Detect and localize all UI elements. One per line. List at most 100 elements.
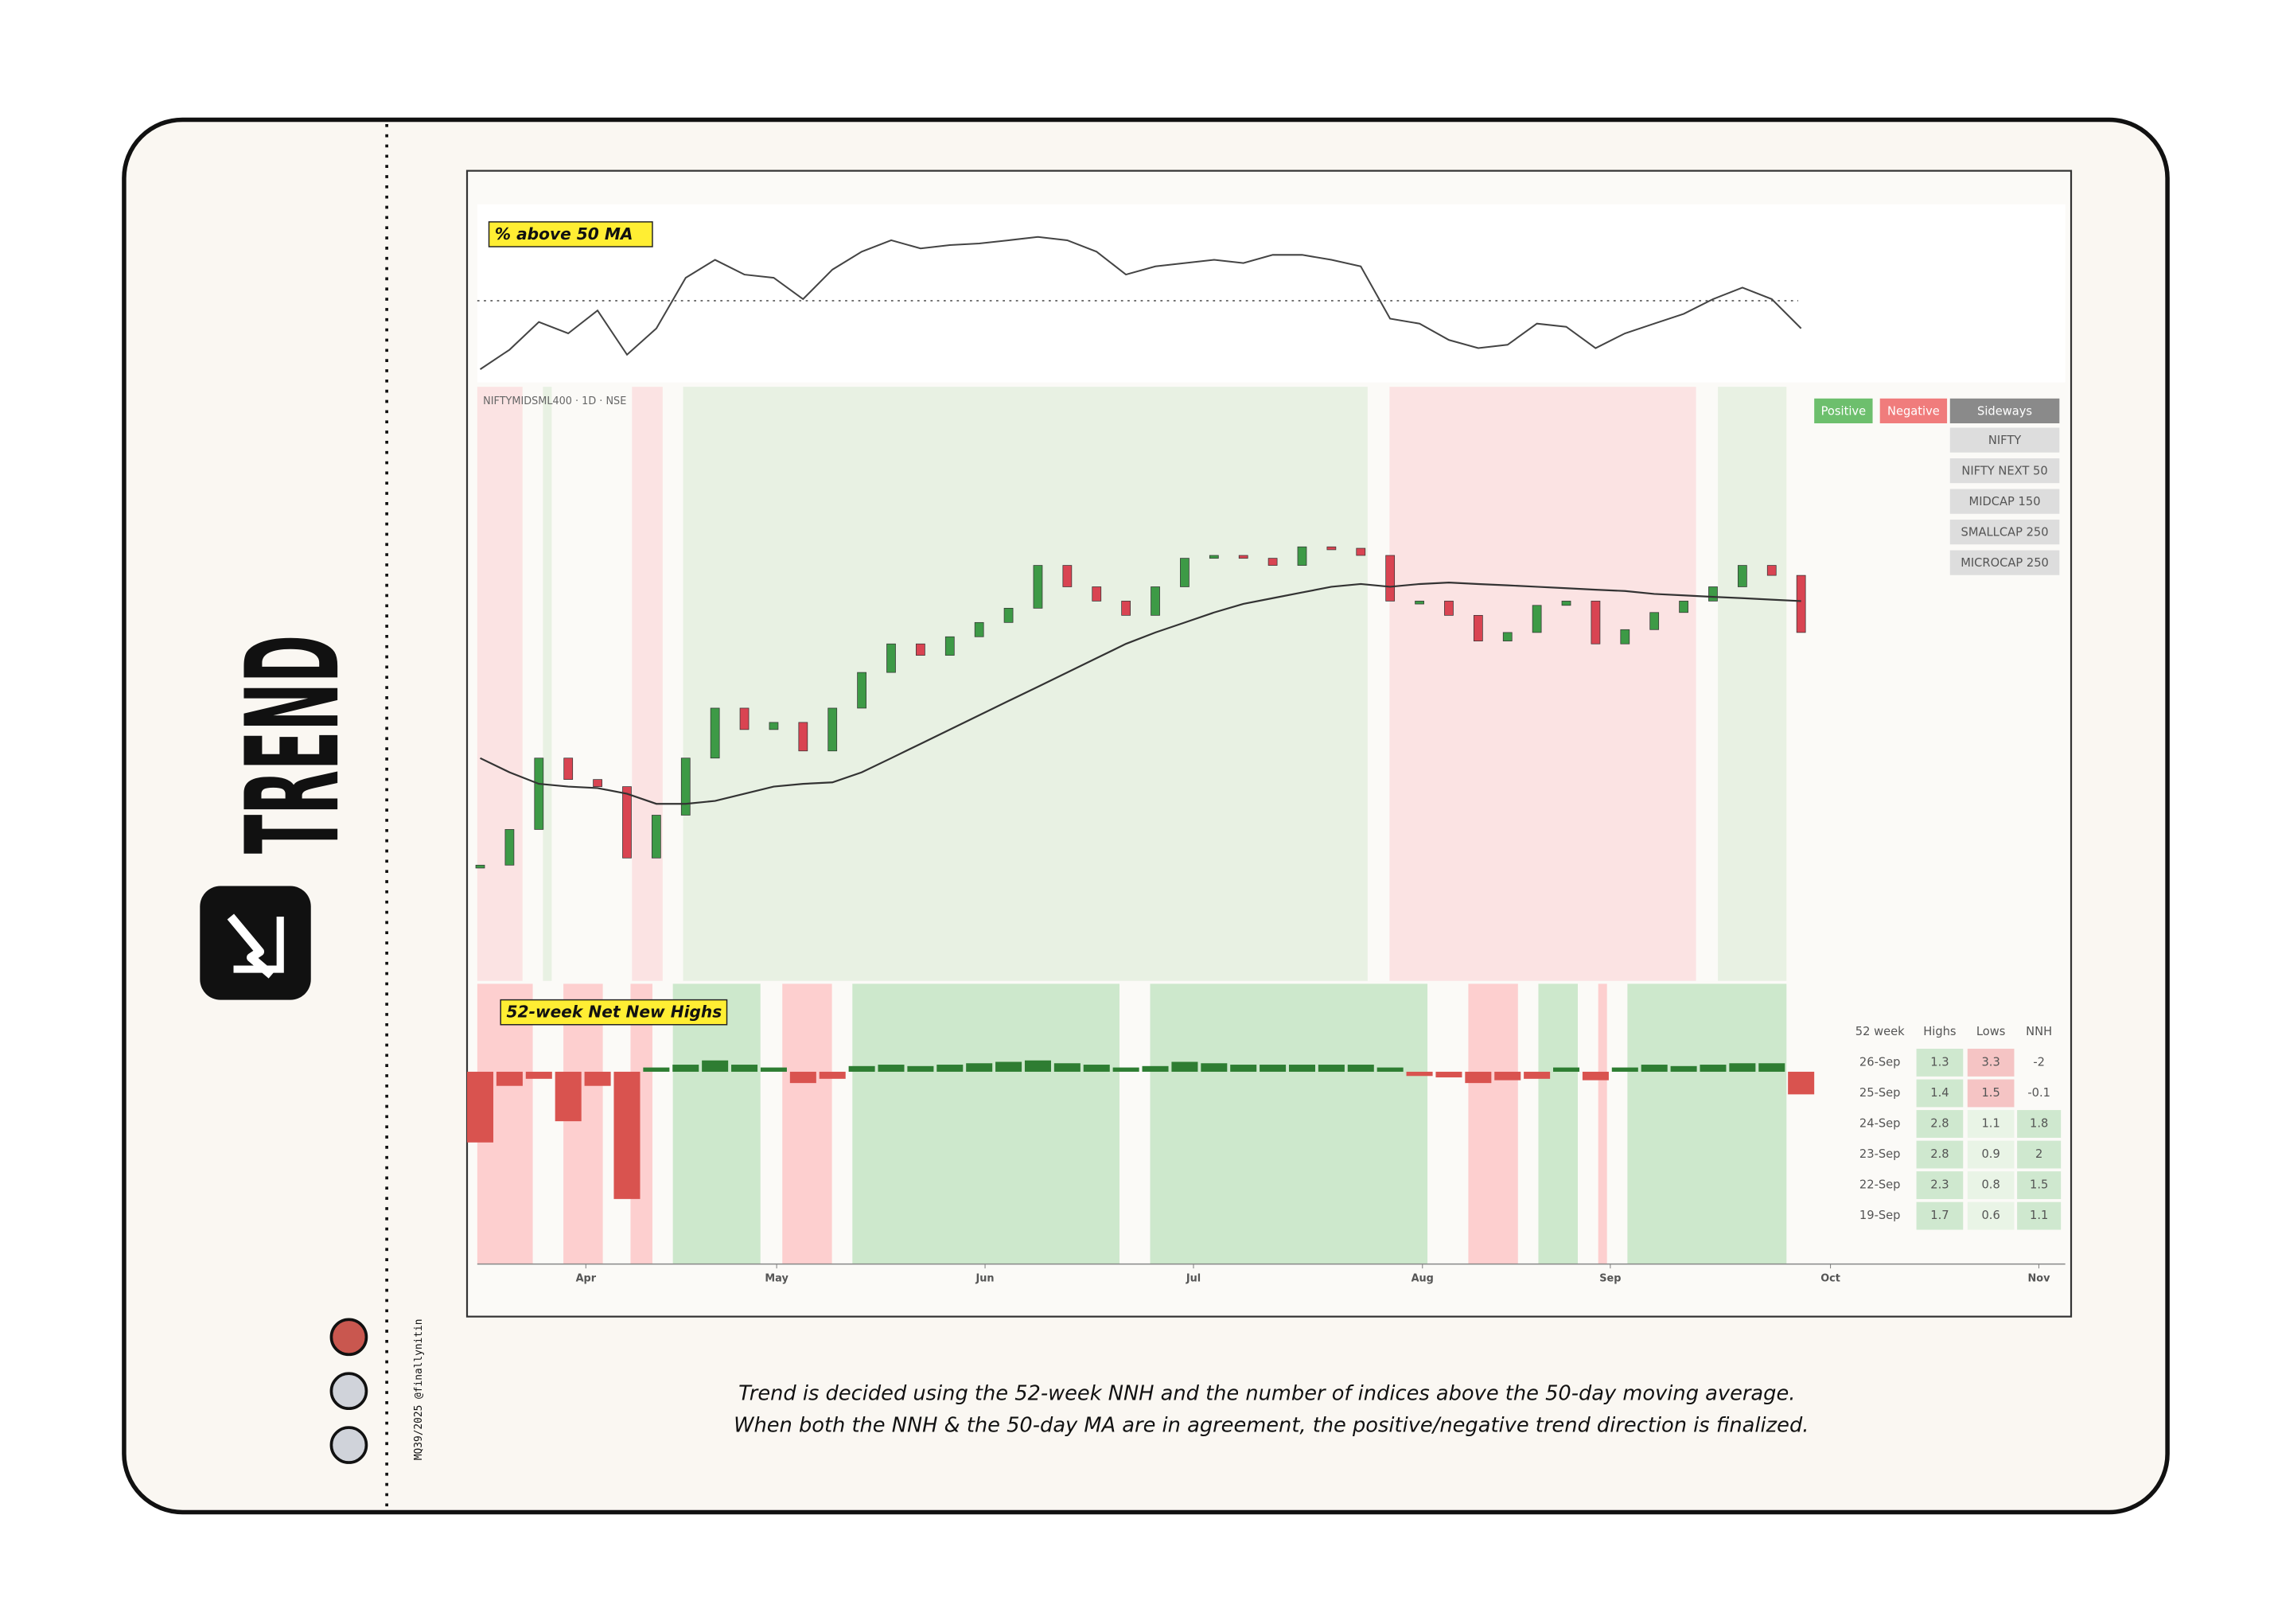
bar — [1318, 1065, 1345, 1072]
table-cell-text: 0.8 — [1981, 1178, 1999, 1192]
bar — [907, 1065, 934, 1072]
table-cell-text: 26-Sep — [1859, 1055, 1901, 1069]
candle — [504, 829, 515, 866]
bar — [1053, 1063, 1081, 1072]
bar — [496, 1071, 523, 1086]
table-cell — [1967, 1110, 2015, 1138]
table-cell-text: -2 — [2033, 1055, 2045, 1069]
table-cell-text: 1.4 — [1930, 1086, 1949, 1100]
bar — [467, 1071, 494, 1143]
table-cell — [1916, 1049, 1964, 1077]
bar — [1788, 1071, 1815, 1095]
table-cell-text: -0.1 — [2027, 1086, 2050, 1100]
candle — [1121, 601, 1131, 616]
table-cell-text: 1.5 — [2030, 1178, 2048, 1192]
bar — [1758, 1063, 1785, 1072]
candle — [827, 707, 838, 752]
bar — [1524, 1071, 1551, 1079]
bar — [878, 1065, 905, 1072]
index-label: NIFTY NEXT 50 — [1961, 465, 2047, 478]
candle — [1326, 546, 1337, 551]
candle — [1591, 601, 1601, 645]
bar — [995, 1061, 1022, 1072]
legend-label: Sideways — [1977, 404, 2032, 418]
candle — [944, 636, 955, 656]
candle — [739, 707, 750, 730]
index-box — [1949, 489, 2060, 514]
table-cell-text: 2 — [2035, 1147, 2042, 1161]
table-cell — [2017, 1140, 2062, 1169]
candle — [563, 757, 574, 781]
x-tick-label: May — [765, 1272, 789, 1284]
candle — [1708, 586, 1718, 602]
bar — [731, 1065, 758, 1072]
bar — [555, 1071, 582, 1122]
bar — [1347, 1065, 1374, 1072]
bar — [1729, 1063, 1756, 1072]
index-label: MIDCAP 150 — [1969, 495, 2041, 508]
candle — [710, 707, 720, 759]
bar — [1435, 1071, 1462, 1078]
index-label: MICROCAP 250 — [1961, 556, 2049, 570]
bar — [1142, 1065, 1169, 1072]
panel-label: 52-week Net New Highs — [507, 1003, 722, 1022]
candle — [1415, 601, 1424, 605]
table-cell-text: 1.8 — [2030, 1117, 2048, 1131]
candle — [1502, 632, 1513, 642]
candle — [1620, 629, 1630, 645]
bar — [789, 1071, 816, 1084]
index-box — [1949, 458, 2060, 484]
candle — [1267, 558, 1278, 566]
index-label: SMALLCAP 250 — [1961, 526, 2049, 539]
legend-label: Positive — [1821, 404, 1866, 418]
candle — [1444, 601, 1454, 616]
legend-button — [1814, 398, 1873, 423]
candle — [1003, 608, 1014, 623]
brand-title: TREND — [219, 635, 368, 854]
candle — [798, 722, 808, 752]
table-cell — [1967, 1171, 2015, 1199]
bar — [819, 1071, 846, 1079]
x-tick-label: Nov — [2028, 1272, 2051, 1284]
candle — [534, 757, 544, 830]
candle — [651, 815, 661, 859]
table-cell — [2017, 1171, 2062, 1199]
bar — [1494, 1071, 1521, 1081]
index-box — [1949, 520, 2060, 545]
table-cell — [2017, 1201, 2062, 1230]
table-cell-text: 2.8 — [1930, 1117, 1949, 1131]
index-box — [1949, 550, 2060, 575]
table-cell-text: 24-Sep — [1859, 1117, 1901, 1131]
bar — [1201, 1063, 1228, 1072]
bar — [848, 1065, 875, 1072]
bar — [1465, 1071, 1492, 1084]
caption-line: Trend is decided using the 52-week NNH a… — [738, 1381, 1795, 1405]
candle — [1180, 558, 1190, 587]
table-cell-text: 1.3 — [1930, 1055, 1949, 1069]
panel-label: NIFTYMIDSML400 · 1D · NSE — [483, 395, 626, 407]
dot-red — [329, 1318, 368, 1357]
bar — [702, 1060, 729, 1072]
x-tick-label: Aug — [1412, 1272, 1434, 1284]
data-line — [480, 582, 1801, 805]
table-cell — [1916, 1110, 1964, 1138]
candle — [1649, 612, 1660, 630]
bar — [1553, 1067, 1580, 1072]
bar — [1171, 1061, 1198, 1072]
x-tick-label: Apr — [576, 1272, 597, 1284]
legend-button — [1879, 398, 1948, 423]
table-cell — [1916, 1201, 1964, 1230]
bar — [760, 1067, 787, 1072]
table-cell — [1916, 1171, 1964, 1199]
candle — [1238, 555, 1248, 559]
table-cell-text: 23-Sep — [1859, 1147, 1901, 1161]
bar — [1288, 1065, 1316, 1072]
bar — [584, 1071, 611, 1086]
candle — [1151, 586, 1160, 616]
candle — [1679, 601, 1688, 613]
candle — [1796, 574, 1806, 633]
candle — [1766, 565, 1777, 576]
candle — [974, 621, 984, 637]
